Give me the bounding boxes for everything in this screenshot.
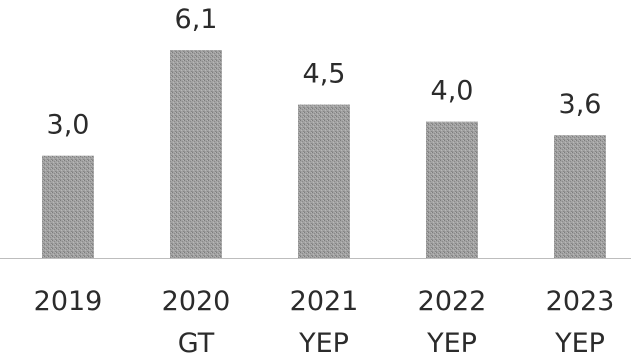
value-label-3: 4,5 — [303, 59, 346, 90]
bar-2 — [170, 50, 222, 258]
x-tick-label-3-line-2: YEP — [298, 328, 349, 359]
bar-1 — [42, 155, 94, 258]
x-tick-label-1-line-1: 2019 — [34, 286, 103, 317]
x-tick-label-5-line-2: YEP — [554, 328, 605, 359]
bar-4 — [426, 121, 478, 258]
x-tick-label-5-line-1: 2023 — [546, 286, 615, 317]
value-label-5: 3,6 — [559, 89, 602, 120]
bars-group — [42, 50, 606, 259]
value-label-1: 3,0 — [47, 110, 90, 141]
value-labels-group: 3,0 6,1 4,5 4,0 3,6 — [47, 4, 602, 141]
x-tick-label-2-line-2: GT — [178, 328, 215, 359]
bar-3 — [298, 104, 350, 259]
bar-5 — [554, 135, 606, 258]
x-tick-labels-group: 2019 2020 GT 2021 YEP 2022 YEP 2023 YEP — [34, 286, 615, 359]
value-label-4: 4,0 — [431, 76, 474, 107]
x-tick-label-2-line-1: 2020 — [162, 286, 231, 317]
x-tick-label-4-line-2: YEP — [426, 328, 477, 359]
x-tick-label-3-line-1: 2021 — [290, 286, 359, 317]
x-tick-label-4-line-1: 2022 — [418, 286, 487, 317]
value-label-2: 6,1 — [175, 4, 218, 35]
